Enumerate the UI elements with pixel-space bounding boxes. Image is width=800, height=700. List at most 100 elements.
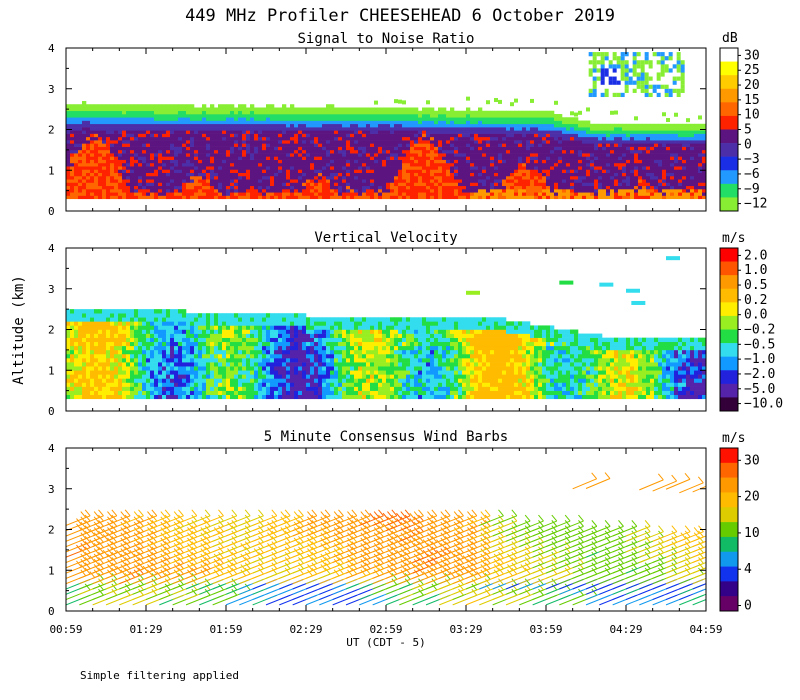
snr-cell — [186, 195, 191, 200]
colorbar-swatch — [720, 61, 738, 76]
snr-cell — [182, 195, 187, 200]
wind-barb — [492, 515, 517, 526]
snr-cell — [214, 195, 219, 200]
snr-cell — [250, 195, 255, 200]
colorbar-tick-label: 0 — [744, 137, 752, 152]
snr-cell — [678, 195, 683, 200]
snr-cell — [318, 195, 323, 200]
colorbar-tick-label: 2.0 — [744, 248, 767, 263]
x-tick-label: 02:29 — [289, 623, 322, 636]
colorbar-swatch — [720, 48, 738, 62]
y-tick-label: 3 — [48, 483, 55, 496]
colorbar-unit: m/s — [722, 231, 745, 246]
snr-cell — [122, 195, 127, 200]
wind-barb — [559, 525, 584, 537]
wind-barb — [679, 531, 704, 542]
colorbar-swatch — [720, 507, 738, 523]
wind-barb — [132, 515, 157, 526]
wind-barb — [625, 525, 651, 537]
snr-cell — [610, 195, 615, 200]
y-tick-label: 2 — [48, 124, 55, 137]
colorbar-swatch — [720, 581, 738, 597]
wind-barb — [199, 515, 224, 526]
wind-barb — [692, 583, 706, 590]
colorbar-swatch — [720, 596, 738, 612]
colorbar-swatch — [720, 261, 738, 276]
colorbar-tick-label: 0.5 — [744, 278, 767, 293]
y-tick-label: 2 — [48, 524, 55, 537]
colorbar-unit: m/s — [722, 431, 745, 446]
colorbar-swatch — [720, 156, 738, 171]
wind-barb — [692, 567, 706, 574]
snr-cell — [598, 195, 603, 200]
wind-barb — [92, 515, 117, 526]
snr-cell — [698, 195, 703, 200]
snr-cell — [514, 195, 519, 200]
y-tick-label: 0 — [48, 605, 55, 618]
colorbar-swatch — [720, 477, 738, 493]
y-tick-label: 1 — [48, 164, 55, 177]
snr-cell — [590, 195, 595, 200]
y-tick-label: 1 — [48, 364, 55, 377]
colorbar-swatch — [720, 462, 738, 478]
colorbar-swatch — [720, 315, 738, 330]
wind-barbs — [66, 472, 706, 606]
snr-cell — [230, 195, 235, 200]
colorbar-swatch — [720, 129, 738, 144]
wind-barb — [652, 480, 677, 492]
snr-cell — [206, 195, 211, 200]
wind-barb — [399, 515, 424, 526]
wind-barb — [105, 515, 131, 526]
snr-cell — [290, 195, 295, 200]
wind-barb — [692, 577, 706, 585]
snr-cell — [94, 195, 99, 200]
wind-barb — [465, 515, 491, 526]
snr-cell — [166, 195, 171, 200]
colorbar-tick-label: 30 — [744, 453, 760, 468]
snr-cell — [482, 195, 487, 200]
colorbar-swatch — [720, 183, 738, 198]
wind-barb — [479, 515, 504, 526]
wind-barb — [585, 478, 611, 489]
snr-cell — [462, 195, 467, 200]
colorbar-swatch — [720, 566, 738, 582]
wind-barb — [265, 515, 291, 526]
snr-cell — [82, 195, 87, 200]
snr-cell — [418, 195, 423, 200]
wind-barb — [692, 540, 706, 548]
snr-cell — [438, 195, 443, 200]
snr-cell — [98, 195, 103, 200]
colorbar-tick-label: 0.2 — [744, 293, 767, 308]
wind-barb — [452, 515, 477, 526]
wind-barb — [172, 515, 197, 526]
snr-cell — [502, 195, 507, 200]
snr-cell — [74, 195, 79, 200]
colorbar-swatch — [720, 102, 738, 117]
snr-cell — [86, 195, 91, 200]
colorbar-swatch — [720, 370, 738, 385]
x-tick-label: 04:29 — [609, 623, 642, 636]
wind-barb — [212, 515, 237, 526]
wind-barb — [692, 572, 706, 579]
colorbar-tick-label: 0 — [744, 599, 752, 614]
snr-cell — [202, 195, 207, 200]
snr-cell — [254, 195, 259, 200]
colorbar-tick-label: 10 — [744, 108, 760, 123]
snr-cell — [302, 195, 307, 200]
wind-barb — [372, 515, 397, 526]
velocity-panel-title: Vertical Velocity — [314, 230, 457, 246]
snr-cell — [634, 195, 639, 200]
snr-cell — [334, 195, 339, 200]
colorbar-swatch — [720, 88, 738, 103]
snr-cell — [538, 195, 543, 200]
snr-cell — [178, 195, 183, 200]
colorbar-tick-label: 25 — [744, 63, 760, 78]
x-tick-label: 01:59 — [209, 623, 242, 636]
colorbar-swatch — [720, 143, 738, 157]
y-tick-label: 1 — [48, 564, 55, 577]
y-tick-label: 4 — [48, 442, 55, 455]
snr-cell — [446, 195, 451, 200]
wind-barb — [239, 515, 264, 526]
snr-cell — [242, 195, 247, 200]
colorbar-tick-label: −5.0 — [744, 382, 775, 397]
